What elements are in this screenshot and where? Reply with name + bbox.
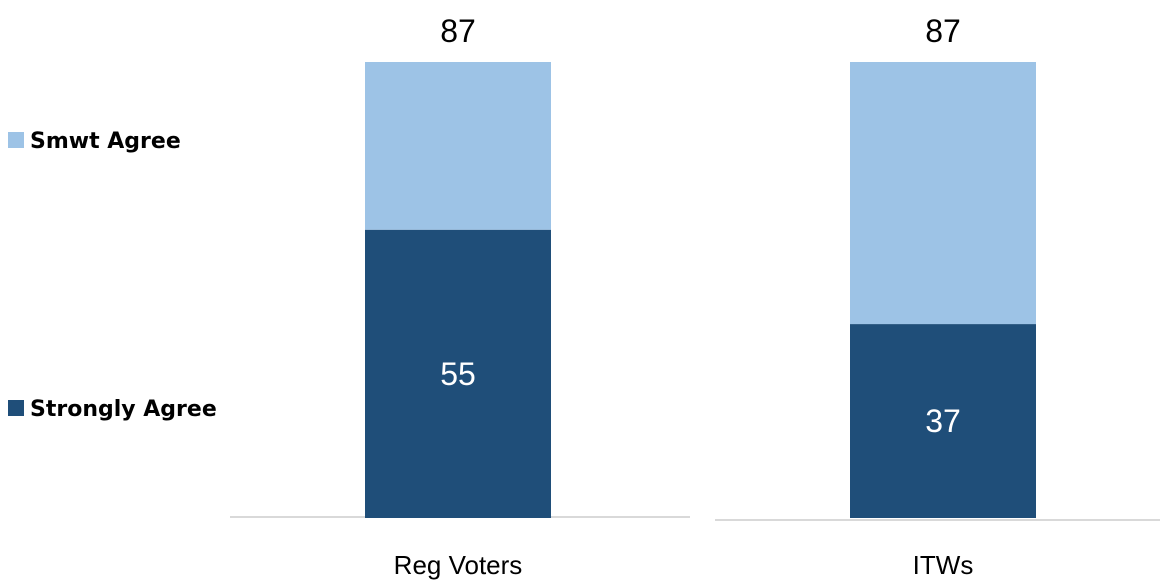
legend-swatch <box>8 132 24 148</box>
bars <box>365 62 1036 519</box>
bar-strongly-agree <box>365 229 551 519</box>
bar-smwt-agree <box>850 62 1036 325</box>
legend: Smwt Agree Strongly Agree <box>8 129 217 422</box>
legend-label: Strongly Agree <box>30 397 217 422</box>
bar-strongly-agree <box>850 324 1036 518</box>
segment-value-label: 37 <box>925 403 961 439</box>
legend-swatch <box>8 400 24 416</box>
total-value-label: 87 <box>440 13 476 49</box>
legend-label: Smwt Agree <box>30 129 181 154</box>
total-value-label: 87 <box>925 13 961 49</box>
category-label: Reg Voters <box>394 550 523 580</box>
data-labels: 55 87 37 87 <box>440 13 961 439</box>
bar-smwt-agree <box>365 62 551 230</box>
segment-value-label: 55 <box>440 356 476 392</box>
category-axis: Reg Voters ITWs <box>230 516 1160 580</box>
category-label: ITWs <box>913 550 974 580</box>
